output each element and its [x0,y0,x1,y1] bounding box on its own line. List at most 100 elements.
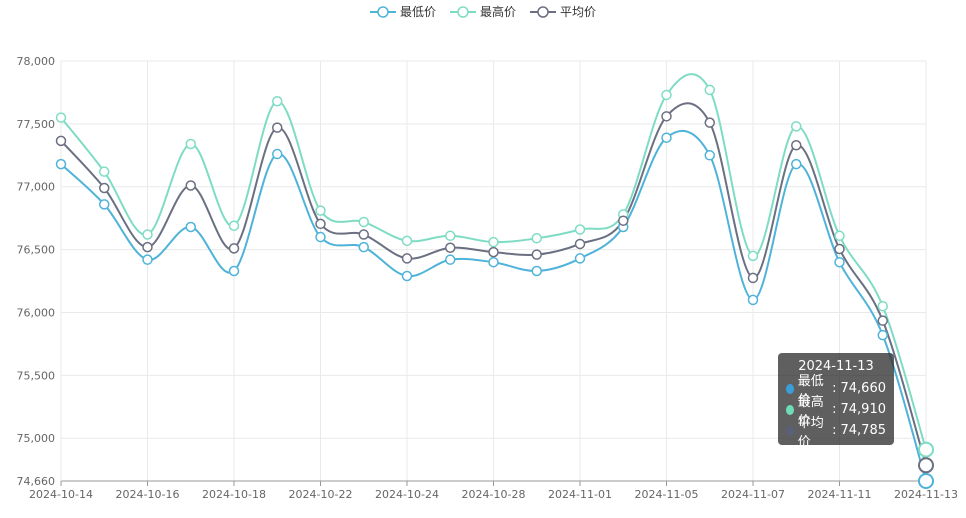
x-tick-label: 2024-10-16 [116,488,180,501]
axis-layer: 74,660 75,000 75,500 76,000 76,500 77,000 77,5… [17,55,958,501]
x-tick-label: 2024-11-05 [635,488,699,501]
legend-item-avg[interactable]: 平均价 [530,3,596,20]
tooltip-row-max: 最高价: 74,910 [786,395,887,429]
data-point-min[interactable] [531,265,542,277]
data-point-max[interactable] [791,121,802,132]
data-point-max[interactable] [488,236,499,248]
x-tick-label: 2024-10-18 [202,488,266,501]
data-point-min[interactable] [661,132,672,143]
data-point-min[interactable] [918,473,934,489]
tooltip-label-avg: 平均价 [797,415,824,450]
data-point-min[interactable] [488,256,499,268]
data-point-max[interactable] [704,84,715,96]
data-point-min[interactable] [704,150,715,161]
data-point-avg[interactable] [142,241,153,253]
x-tick-label: 2024-10-24 [375,488,439,501]
data-point-avg[interactable] [55,135,67,147]
tooltip-label-max: 最高价 [797,394,824,429]
tooltip-dot-icon [786,425,794,436]
data-point-avg[interactable] [918,457,934,474]
y-tick-label: 77,500 [17,118,56,131]
data-point-avg[interactable] [358,229,369,240]
y-tick-label: 76,000 [17,306,56,319]
data-point-avg[interactable] [531,249,542,260]
data-point-min[interactable] [747,294,759,306]
y-tick-label: 78,000 [17,55,56,68]
data-point-avg[interactable] [747,272,759,284]
x-tick-label: 2024-11-07 [721,488,785,501]
legend-swatch-icon [369,5,396,19]
tooltip-row-min: 最低价: 74,660 [786,374,887,408]
x-tick-label: 2024-11-11 [808,488,872,501]
data-point-avg[interactable] [228,243,240,254]
tooltip-value-avg: 74,785 [840,423,887,438]
chart-legend: 最低价 最高价 平均价 [0,3,966,20]
data-point-max[interactable] [918,441,934,458]
data-point-min[interactable] [834,256,845,268]
data-point-avg[interactable] [99,182,110,194]
tooltip-dot-icon [786,383,794,394]
tooltip-value-max: 74,910 [840,402,887,417]
legend-label-max: 最高价 [479,5,516,19]
data-point-avg[interactable] [574,238,586,250]
data-point-min[interactable] [228,265,240,277]
data-point-min[interactable] [315,231,326,243]
data-point-min[interactable] [445,254,456,265]
data-point-max[interactable] [99,166,110,177]
x-tick-label: 2024-10-14 [29,488,93,501]
data-point-max[interactable] [877,300,888,312]
data-point-avg[interactable] [834,243,845,255]
data-point-avg[interactable] [618,215,629,226]
data-point-min[interactable] [142,254,153,265]
data-point-min[interactable] [791,158,802,170]
x-tick-label: 2024-10-22 [289,488,353,501]
data-point-max[interactable] [747,250,759,262]
x-tick-label: 2024-11-01 [548,488,612,501]
data-point-max[interactable] [358,216,369,228]
data-point-avg[interactable] [488,246,499,258]
legend-item-max[interactable]: 最高价 [449,3,516,20]
data-point-min[interactable] [99,199,110,210]
data-point-max[interactable] [834,230,845,242]
data-point-min[interactable] [574,253,586,264]
data-point-min[interactable] [358,241,369,253]
data-point-max[interactable] [661,89,672,101]
legend-label-min: 最低价 [399,5,436,19]
legend-label-avg: 平均价 [560,5,597,19]
data-point-max[interactable] [445,230,456,242]
tooltip-title: 2024-11-13 [798,359,874,374]
data-point-avg[interactable] [704,117,715,128]
data-point-avg[interactable] [315,218,326,230]
data-point-avg[interactable] [877,315,888,326]
data-point-max[interactable] [401,235,413,247]
data-point-max[interactable] [315,205,326,216]
data-point-max[interactable] [185,138,196,150]
legend-swatch-icon [530,5,556,19]
data-point-max[interactable] [228,220,240,231]
data-point-min[interactable] [272,148,283,160]
tooltip-label-min: 最低价 [797,373,824,408]
data-point-max[interactable] [531,233,542,244]
y-tick-label: 75,000 [17,432,56,445]
legend-swatch-icon [449,5,476,19]
data-point-min[interactable] [55,158,67,170]
data-point-avg[interactable] [272,122,283,133]
data-point-avg[interactable] [791,140,802,151]
data-point-min[interactable] [185,221,196,233]
data-point-max[interactable] [272,95,283,107]
tooltip-dot-icon [786,404,794,415]
y-tick-label: 76,500 [17,244,56,257]
data-point-avg[interactable] [401,253,413,264]
data-point-max[interactable] [55,112,67,123]
data-point-avg[interactable] [661,111,672,122]
data-point-min[interactable] [877,329,888,341]
data-point-max[interactable] [574,224,586,235]
data-point-max[interactable] [142,229,153,240]
legend-item-min[interactable]: 最低价 [369,3,436,20]
data-point-min[interactable] [401,270,413,282]
data-point-avg[interactable] [445,242,456,253]
data-point-avg[interactable] [185,180,196,191]
tooltip-value-min: 74,660 [840,381,887,396]
point-layer[interactable] [55,84,934,489]
